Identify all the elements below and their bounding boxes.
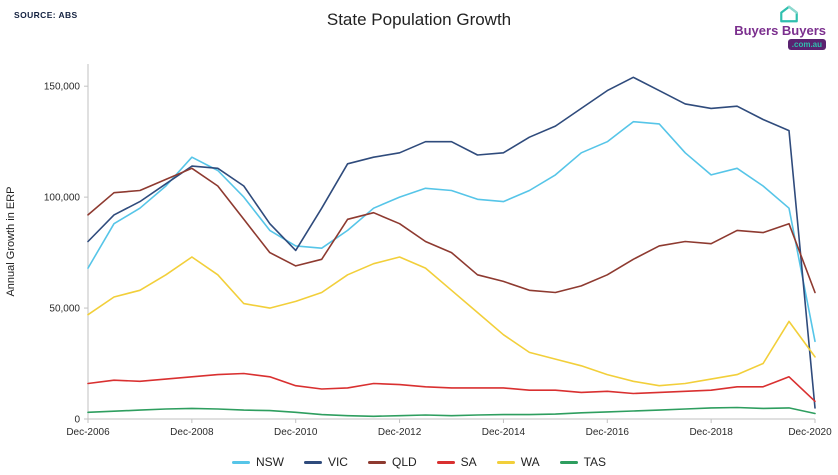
legend-item-vic: VIC bbox=[303, 455, 348, 469]
x-tick-label: Dec-2014 bbox=[482, 427, 526, 438]
series-line-nsw bbox=[87, 120, 816, 343]
brand-name: Buyers Buyers bbox=[734, 23, 826, 38]
legend-item-tas: TAS bbox=[559, 455, 607, 469]
x-tick-label: Dec-2012 bbox=[378, 427, 422, 438]
x-tick-label: Dec-2020 bbox=[788, 427, 832, 438]
legend-item-nsw: NSW bbox=[231, 455, 284, 469]
legend-swatch-vic bbox=[303, 460, 322, 464]
line-chart: 0 50,000 100,000 150,000 Dec-2006 Dec-2008 Dec… bbox=[5, 64, 832, 438]
series-line-vic bbox=[87, 76, 816, 409]
x-tick-label: Dec-2018 bbox=[689, 427, 733, 438]
legend-label-nsw: NSW bbox=[255, 455, 284, 469]
page-title: State Population Growth bbox=[326, 10, 512, 29]
x-tick-label: Dec-2016 bbox=[586, 427, 630, 438]
y-tick-label: 100,000 bbox=[44, 193, 81, 204]
y-axis-label: Annual Growth in ERP bbox=[5, 186, 17, 296]
x-tick-label: Dec-2006 bbox=[66, 427, 110, 438]
y-tick-label: 150,000 bbox=[44, 82, 81, 93]
house-icon bbox=[780, 5, 798, 23]
legend-label-tas: TAS bbox=[583, 455, 607, 469]
legend-swatch-nsw bbox=[231, 460, 250, 464]
x-tick-label: Dec-2010 bbox=[274, 427, 318, 438]
legend-label-wa: WA bbox=[520, 455, 540, 469]
legend-swatch-tas bbox=[559, 460, 578, 464]
legend-label-sa: SA bbox=[460, 455, 477, 469]
legend-swatch-wa bbox=[496, 460, 515, 464]
legend-label-qld: QLD bbox=[391, 455, 417, 469]
legend-swatch-sa bbox=[436, 460, 455, 464]
brand-logo: Buyers Buyers .com.au bbox=[734, 4, 826, 51]
series-line-tas bbox=[87, 406, 816, 418]
y-tick-label: 0 bbox=[74, 415, 80, 426]
legend-label-vic: VIC bbox=[327, 455, 348, 469]
series-line-wa bbox=[87, 256, 816, 387]
series-line-sa bbox=[87, 372, 816, 403]
y-tick-label: 50,000 bbox=[49, 304, 80, 315]
legend-item-wa: WA bbox=[496, 455, 540, 469]
series-line-qld bbox=[87, 167, 816, 294]
brand-domain: .com.au bbox=[787, 39, 826, 51]
x-tick-label: Dec-2008 bbox=[170, 427, 214, 438]
chart-legend: NSW VIC QLD SA WA TAS bbox=[0, 455, 838, 469]
source-label: SOURCE: ABS bbox=[14, 10, 78, 20]
legend-swatch-qld bbox=[367, 460, 386, 464]
legend-item-qld: QLD bbox=[367, 455, 417, 469]
legend-item-sa: SA bbox=[436, 455, 477, 469]
